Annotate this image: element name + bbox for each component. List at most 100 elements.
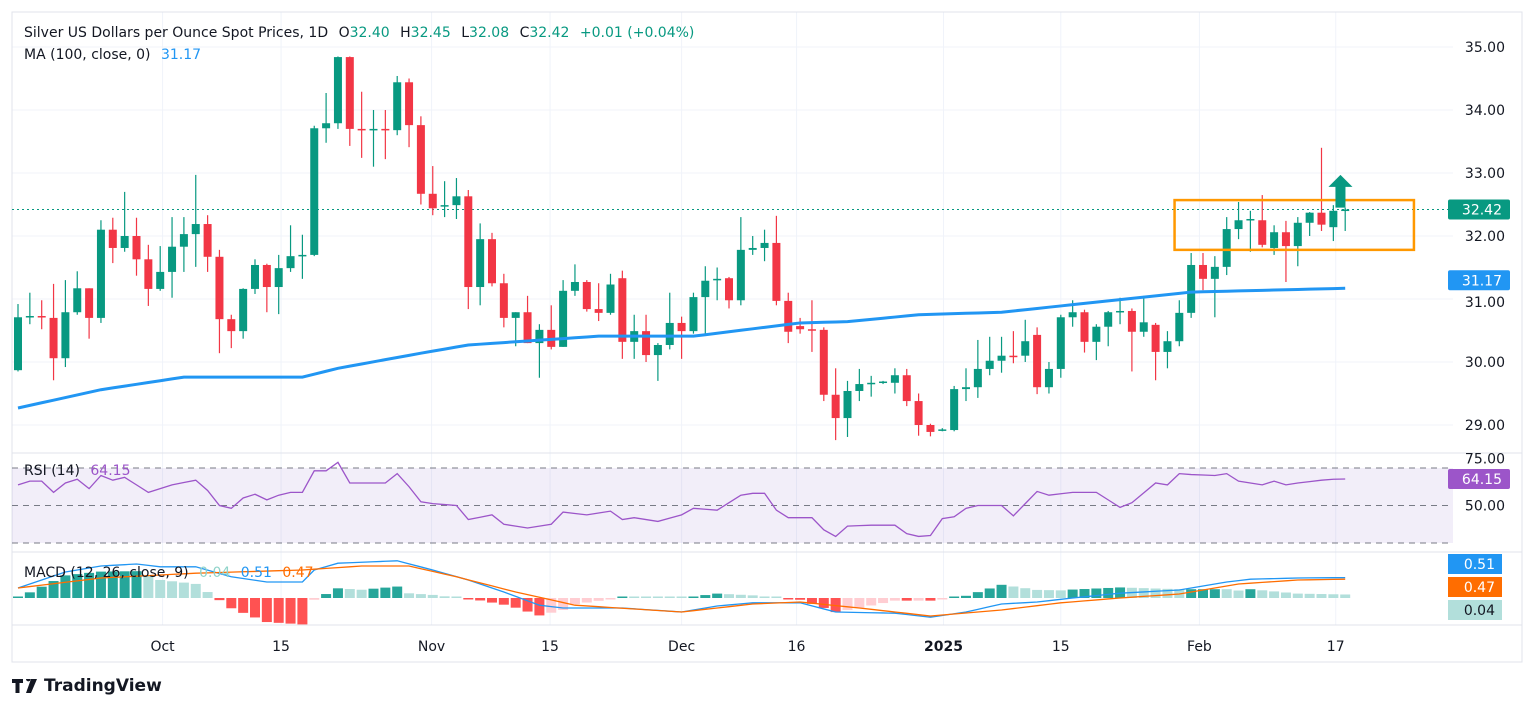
- candle[interactable]: [1080, 309, 1089, 353]
- candle[interactable]: [914, 393, 923, 436]
- candle[interactable]: [867, 375, 876, 397]
- candle[interactable]: [369, 110, 378, 167]
- candle[interactable]: [274, 254, 283, 315]
- candle[interactable]: [345, 56, 354, 146]
- candle[interactable]: [227, 314, 236, 349]
- candle[interactable]: [962, 368, 970, 402]
- candle[interactable]: [926, 423, 935, 437]
- macd-legend[interactable]: MACD (12, 26, close, 9) 0.04 0.51 0.47: [24, 565, 320, 582]
- candle[interactable]: [1317, 147, 1326, 231]
- candle[interactable]: [452, 178, 461, 219]
- candle[interactable]: [1175, 300, 1184, 347]
- candle[interactable]: [1258, 195, 1267, 248]
- candle[interactable]: [381, 110, 390, 160]
- candle[interactable]: [819, 327, 828, 402]
- candle[interactable]: [499, 273, 508, 328]
- candle[interactable]: [1056, 314, 1065, 378]
- candle[interactable]: [1199, 253, 1207, 291]
- candle[interactable]: [997, 336, 1006, 373]
- candle[interactable]: [938, 428, 947, 432]
- candle[interactable]: [535, 324, 544, 378]
- candle[interactable]: [179, 217, 188, 272]
- candle[interactable]: [582, 280, 591, 312]
- candle[interactable]: [677, 316, 686, 359]
- candle[interactable]: [476, 223, 485, 306]
- price-pane[interactable]: [12, 56, 1453, 441]
- candle[interactable]: [203, 215, 212, 272]
- candle[interactable]: [606, 273, 615, 315]
- candle[interactable]: [1104, 310, 1113, 347]
- candle[interactable]: [239, 288, 248, 339]
- candle[interactable]: [61, 280, 70, 368]
- candle[interactable]: [523, 295, 532, 344]
- candle[interactable]: [855, 368, 864, 402]
- candle[interactable]: [416, 116, 425, 205]
- candle[interactable]: [653, 343, 662, 381]
- candle[interactable]: [1033, 327, 1042, 395]
- candle[interactable]: [570, 264, 579, 296]
- candle[interactable]: [1009, 331, 1018, 364]
- candle[interactable]: [642, 314, 651, 362]
- candle[interactable]: [689, 292, 698, 334]
- candle[interactable]: [1187, 253, 1196, 318]
- candle[interactable]: [286, 225, 295, 272]
- candle[interactable]: [807, 300, 816, 352]
- candle[interactable]: [262, 263, 271, 313]
- candle[interactable]: [357, 91, 366, 158]
- candle[interactable]: [428, 166, 437, 216]
- candle[interactable]: [440, 181, 449, 218]
- candle[interactable]: [251, 259, 259, 294]
- candle[interactable]: [310, 125, 319, 257]
- candle[interactable]: [120, 191, 129, 252]
- candle[interactable]: [49, 283, 58, 381]
- candle[interactable]: [1116, 297, 1125, 325]
- candle[interactable]: [37, 300, 46, 330]
- candle[interactable]: [713, 267, 722, 301]
- candle[interactable]: [1246, 210, 1255, 252]
- candle[interactable]: [796, 317, 805, 334]
- candle[interactable]: [1329, 205, 1338, 242]
- candle[interactable]: [950, 385, 959, 432]
- candle[interactable]: [333, 56, 342, 129]
- candle[interactable]: [831, 368, 840, 441]
- candle[interactable]: [1044, 362, 1053, 394]
- candle[interactable]: [393, 75, 402, 136]
- candle[interactable]: [665, 292, 674, 350]
- candle[interactable]: [144, 244, 153, 306]
- candle[interactable]: [1210, 256, 1219, 318]
- candle[interactable]: [322, 92, 331, 143]
- candle[interactable]: [1092, 324, 1101, 361]
- candle[interactable]: [156, 246, 165, 291]
- rsi-pane[interactable]: [12, 461, 1453, 544]
- candle[interactable]: [701, 266, 710, 334]
- candle[interactable]: [1021, 319, 1030, 362]
- candle[interactable]: [464, 190, 473, 310]
- candle[interactable]: [191, 174, 200, 267]
- candle[interactable]: [488, 232, 496, 287]
- consolidation-box[interactable]: [1173, 198, 1416, 252]
- candle[interactable]: [760, 229, 769, 262]
- candle[interactable]: [772, 215, 781, 306]
- candle[interactable]: [96, 220, 105, 323]
- candle[interactable]: [1151, 322, 1160, 381]
- candle[interactable]: [168, 217, 177, 298]
- candle[interactable]: [748, 236, 757, 255]
- candle[interactable]: [1127, 308, 1136, 372]
- candle[interactable]: [890, 368, 899, 394]
- candle[interactable]: [1222, 217, 1231, 276]
- candle[interactable]: [1163, 331, 1172, 369]
- candle[interactable]: [405, 78, 414, 148]
- candle[interactable]: [1234, 201, 1243, 240]
- candle[interactable]: [108, 217, 117, 264]
- candle[interactable]: [1305, 212, 1314, 236]
- candle[interactable]: [1293, 217, 1302, 267]
- candle[interactable]: [85, 288, 94, 339]
- candle[interactable]: [879, 380, 888, 385]
- candle[interactable]: [132, 217, 141, 276]
- candle[interactable]: [843, 380, 852, 437]
- candle[interactable]: [985, 336, 994, 376]
- candle[interactable]: [973, 339, 982, 398]
- candle[interactable]: [1139, 295, 1148, 337]
- rsi-legend[interactable]: RSI (14) 64.15: [24, 463, 136, 480]
